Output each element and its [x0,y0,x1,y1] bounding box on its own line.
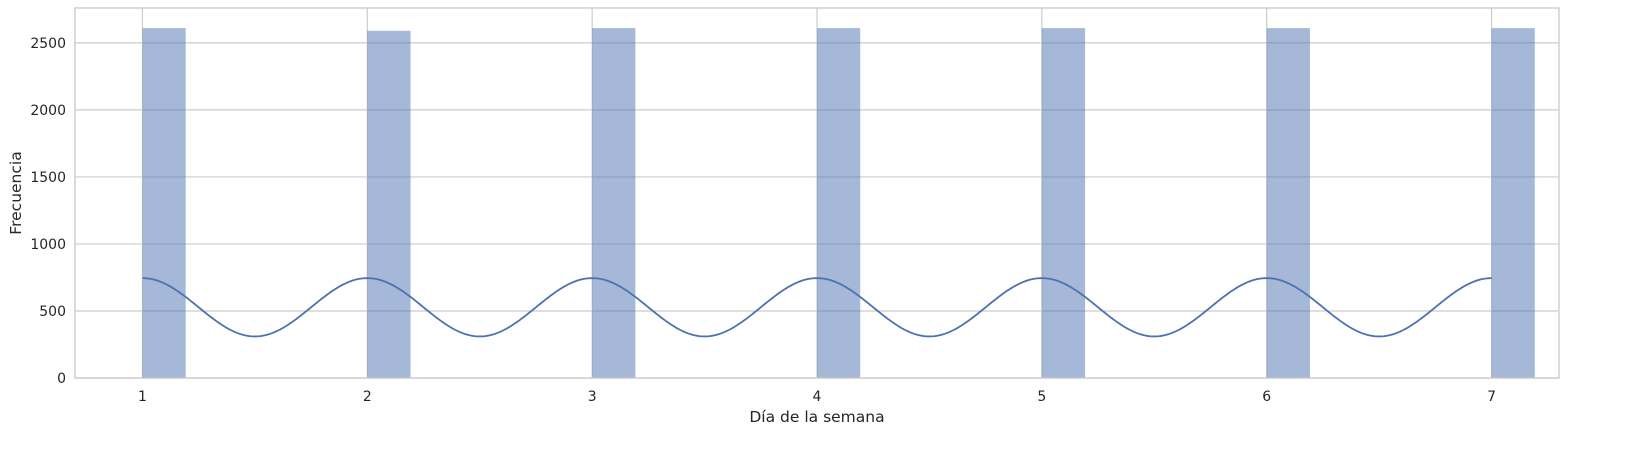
x-axis-ticks: 1 2 3 4 5 6 7 [138,389,1496,405]
y-axis-ticks: 0 500 1000 1500 2000 2500 [30,36,66,387]
x-tick-label: 2 [363,389,372,405]
x-tick-label: 3 [588,389,597,405]
histogram-bar [817,28,861,378]
y-tick-label: 2000 [30,103,66,119]
y-axis-label: Frecuencia [7,151,25,234]
plot-frame [74,7,1560,379]
histogram-bar [592,28,636,378]
x-tick-label: 1 [138,389,147,405]
histogram-bar [367,30,411,378]
y-tick-label: 1500 [30,170,66,186]
histogram-bar [142,28,186,378]
bars [142,28,1535,378]
x-axis-label: Día de la semana [749,408,884,426]
x-tick-label: 7 [1487,389,1496,405]
histogram-bar [1041,28,1086,378]
y-tick-label: 2500 [30,36,66,52]
kde-curve [142,277,1492,338]
x-tick-label: 5 [1037,389,1046,405]
y-tick-label: 500 [39,304,66,320]
histogram-bar [1491,28,1535,378]
y-tick-label: 0 [57,371,66,387]
histogram-bar [1266,28,1310,378]
y-tick-label: 1000 [30,237,66,253]
x-tick-label: 4 [813,389,822,405]
x-tick-label: 6 [1262,389,1271,405]
